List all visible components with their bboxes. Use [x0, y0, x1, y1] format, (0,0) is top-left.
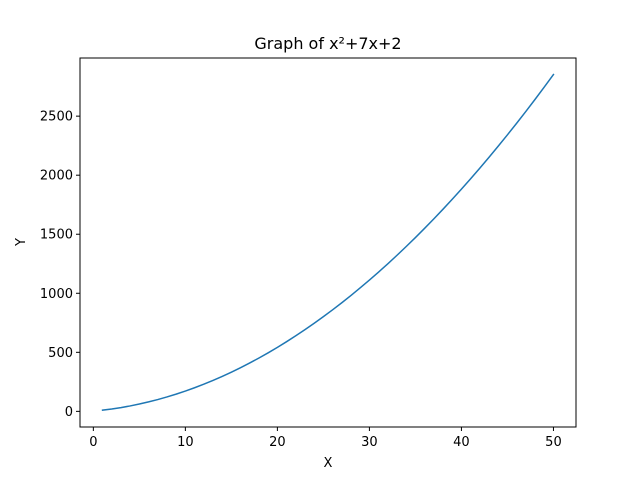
x-tick-label: 10 — [177, 435, 194, 450]
y-tick-label: 1500 — [40, 228, 73, 243]
y-tick-label: 0 — [65, 405, 73, 420]
x-tick-label: 20 — [269, 435, 286, 450]
x-tick-label: 50 — [545, 435, 562, 450]
y-axis-ticks: 0 500 1000 1500 2000 2500 — [40, 110, 80, 420]
y-tick-label: 2000 — [40, 169, 73, 184]
y-tick-label: 1000 — [40, 287, 73, 302]
x-tick-label: 40 — [453, 435, 470, 450]
plot-area — [101, 73, 555, 412]
y-axis-label: Y — [14, 238, 29, 247]
x-tick-label: 30 — [361, 435, 378, 450]
y-tick-label: 2500 — [40, 110, 73, 125]
x-tick-label: 0 — [89, 435, 97, 450]
chart-title: Graph of x²+7x+2 — [254, 34, 401, 53]
axes-frame — [79, 57, 577, 428]
x-axis-label: X — [324, 456, 333, 471]
y-tick-label: 500 — [48, 346, 73, 361]
x-axis-ticks: 0 10 20 30 40 50 — [89, 427, 562, 450]
series-line-1 — [101, 73, 555, 412]
